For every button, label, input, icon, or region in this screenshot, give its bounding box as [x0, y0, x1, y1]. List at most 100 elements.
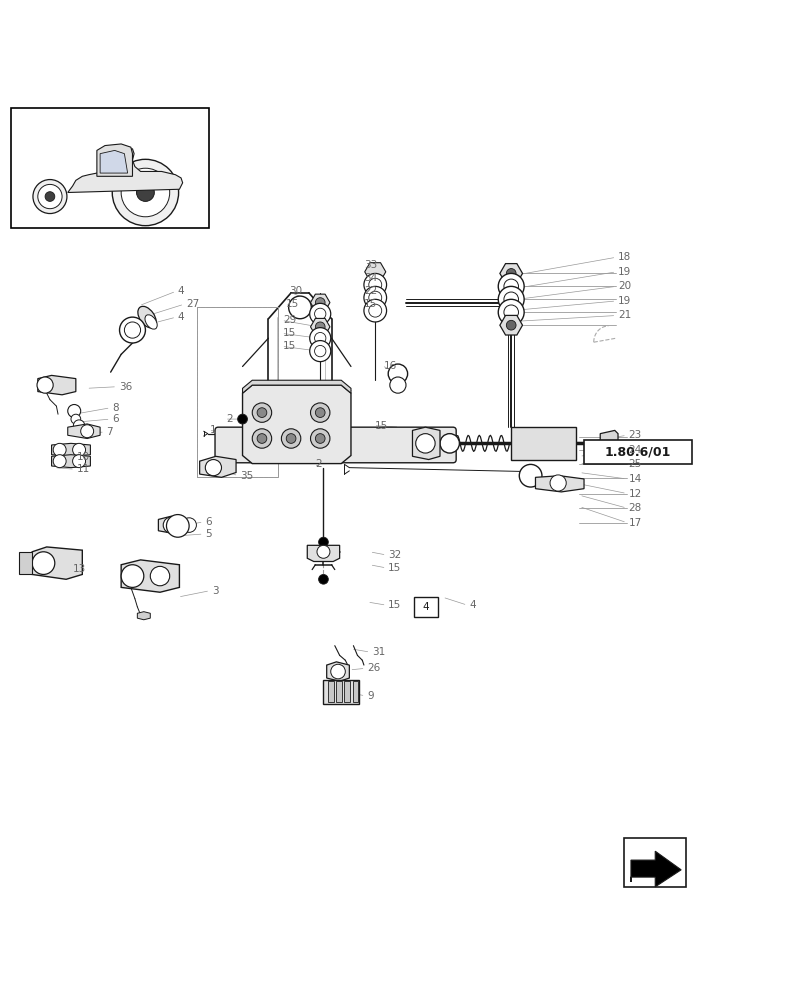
Polygon shape: [100, 150, 127, 173]
Text: 15: 15: [363, 299, 376, 309]
Text: 7: 7: [106, 427, 113, 437]
Polygon shape: [19, 552, 32, 574]
Circle shape: [205, 460, 221, 476]
Circle shape: [316, 545, 329, 558]
Polygon shape: [412, 427, 440, 460]
Polygon shape: [121, 560, 179, 592]
Circle shape: [37, 377, 53, 393]
Bar: [323, 680, 358, 704]
Circle shape: [150, 566, 169, 586]
Circle shape: [121, 565, 144, 587]
Circle shape: [53, 443, 66, 456]
Bar: [197, 307, 278, 477]
Circle shape: [309, 303, 330, 324]
Circle shape: [549, 475, 565, 491]
Circle shape: [314, 308, 325, 320]
Ellipse shape: [138, 306, 156, 328]
Text: 1: 1: [210, 425, 217, 435]
Circle shape: [67, 405, 80, 417]
Text: 18: 18: [617, 252, 630, 262]
Text: 35: 35: [240, 471, 253, 481]
Text: 4: 4: [178, 312, 184, 322]
Text: 27: 27: [186, 299, 199, 309]
Circle shape: [257, 434, 267, 443]
Text: 16: 16: [383, 361, 396, 371]
FancyBboxPatch shape: [215, 427, 456, 463]
Circle shape: [504, 292, 518, 307]
Circle shape: [318, 537, 328, 547]
Circle shape: [315, 298, 324, 307]
Polygon shape: [67, 424, 100, 438]
Polygon shape: [242, 380, 350, 393]
Circle shape: [330, 664, 345, 679]
Circle shape: [368, 291, 381, 304]
Circle shape: [506, 269, 516, 278]
Bar: [344, 681, 350, 702]
Text: 2: 2: [226, 414, 233, 424]
Text: 3: 3: [212, 586, 218, 596]
Circle shape: [363, 286, 386, 309]
Circle shape: [166, 515, 189, 537]
Polygon shape: [67, 149, 182, 192]
Ellipse shape: [38, 184, 62, 209]
Polygon shape: [38, 375, 75, 395]
Circle shape: [315, 434, 324, 443]
Text: 14: 14: [628, 474, 641, 484]
Circle shape: [252, 429, 272, 448]
Circle shape: [252, 403, 272, 422]
Text: 36: 36: [118, 382, 132, 392]
Circle shape: [288, 296, 311, 319]
Text: 6: 6: [112, 414, 118, 424]
Polygon shape: [158, 516, 189, 534]
Ellipse shape: [33, 180, 67, 214]
Circle shape: [53, 455, 66, 468]
Text: 13: 13: [72, 564, 86, 574]
Text: 9: 9: [367, 691, 373, 701]
Circle shape: [498, 299, 524, 325]
Bar: [624, 838, 685, 887]
Circle shape: [182, 518, 196, 532]
Ellipse shape: [136, 184, 154, 201]
Polygon shape: [511, 427, 575, 460]
Text: 22: 22: [363, 286, 376, 296]
Polygon shape: [200, 456, 236, 477]
Ellipse shape: [112, 159, 178, 226]
Circle shape: [281, 429, 300, 448]
Circle shape: [388, 364, 407, 383]
Circle shape: [363, 299, 386, 322]
Text: 4: 4: [178, 286, 184, 296]
Circle shape: [72, 455, 85, 468]
Polygon shape: [307, 545, 339, 562]
Circle shape: [119, 317, 145, 343]
Circle shape: [238, 414, 247, 424]
Polygon shape: [51, 443, 90, 456]
Text: 1.80.6/01: 1.80.6/01: [604, 446, 671, 459]
Text: 20: 20: [617, 281, 630, 291]
Text: 23: 23: [628, 430, 641, 440]
Text: 10: 10: [76, 452, 90, 462]
Text: 4: 4: [423, 602, 429, 612]
Circle shape: [498, 273, 524, 299]
Text: 12: 12: [628, 489, 641, 499]
Circle shape: [314, 332, 325, 344]
Text: 34: 34: [363, 273, 376, 283]
Circle shape: [310, 429, 329, 448]
Bar: [352, 681, 358, 702]
Text: 32: 32: [388, 550, 401, 560]
Circle shape: [504, 305, 518, 320]
Circle shape: [309, 328, 330, 349]
Text: 2: 2: [315, 459, 322, 469]
Circle shape: [315, 408, 324, 417]
Polygon shape: [242, 385, 350, 464]
Text: 4: 4: [469, 600, 475, 610]
Circle shape: [32, 552, 54, 574]
Bar: [336, 681, 341, 702]
Polygon shape: [97, 144, 132, 176]
Circle shape: [72, 443, 85, 456]
Text: 15: 15: [388, 600, 401, 610]
Circle shape: [498, 286, 524, 312]
Ellipse shape: [45, 192, 54, 201]
Polygon shape: [32, 547, 82, 579]
Polygon shape: [326, 662, 349, 681]
Text: 33: 33: [363, 260, 376, 270]
